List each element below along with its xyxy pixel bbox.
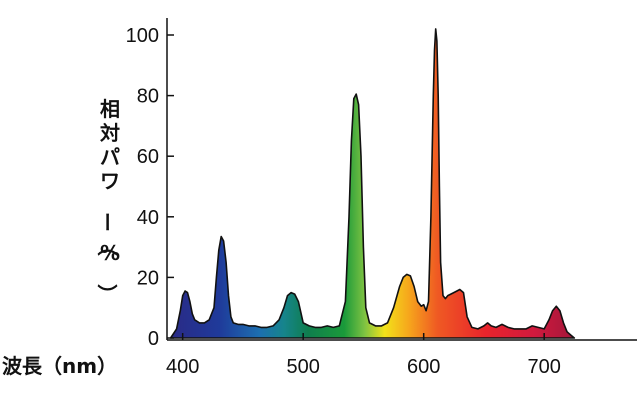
x-tick-label: 700 <box>528 356 561 378</box>
y-axis-label-char: 対 <box>99 121 120 145</box>
y-axis-label-char: 相 <box>100 97 120 121</box>
y-axis-label-char: （ <box>95 236 119 256</box>
y-axis-label-char: ワ <box>100 169 120 193</box>
y-tick-label: 20 <box>137 267 159 289</box>
x-axis-label: 波長（nm） <box>2 354 117 378</box>
y-axis-label: 相対パワー （% ） <box>95 97 120 304</box>
y-axis-label-char: ） <box>95 284 119 304</box>
y-tick-label: 80 <box>137 86 159 108</box>
y-axis-label-char: ー <box>95 212 119 232</box>
y-tick-label: 0 <box>148 328 159 350</box>
axis-labels: 波長（nm） 相対パワー （% ） <box>2 97 120 378</box>
y-tick-label: 60 <box>137 146 159 168</box>
y-tick-label: 100 <box>126 25 159 47</box>
spectrum-area <box>169 28 576 339</box>
x-tick-label: 600 <box>407 356 440 378</box>
plot-area <box>169 28 576 339</box>
axes: 0 20 40 60 80 100 400 500 600 700 <box>126 18 637 378</box>
x-tick-label: 500 <box>286 356 319 378</box>
y-axis-label-char: パ <box>100 145 120 169</box>
x-tick-label: 400 <box>166 356 199 378</box>
y-axis-label-char: % <box>100 241 120 265</box>
y-tick-label: 40 <box>137 207 159 229</box>
